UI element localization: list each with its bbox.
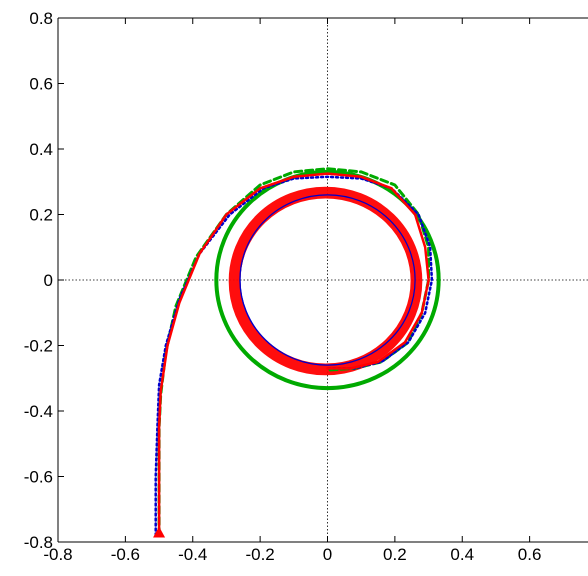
series-1-circle bbox=[214, 169, 441, 391]
y-tick-label: 0.4 bbox=[29, 140, 53, 159]
plot-area bbox=[58, 18, 588, 542]
y-tick-label: -0.4 bbox=[24, 402, 53, 421]
x-tick-label: 0.6 bbox=[518, 545, 542, 564]
y-tick-label: 0 bbox=[44, 271, 53, 290]
axes-layer bbox=[57, 17, 588, 543]
x-tick-label: -0.2 bbox=[245, 545, 274, 564]
series-0-circle-overlay bbox=[239, 194, 416, 366]
y-tick-label: -0.2 bbox=[24, 337, 53, 356]
tick-labels: -0.8 -0.6 -0.4 -0.2 0 0.2 0.4 0.6 0.8 0.6 0.4 0.2 0 -… bbox=[24, 9, 542, 564]
x-tick-label: 0.2 bbox=[383, 545, 407, 564]
series-4-line bbox=[154, 175, 434, 537]
start-marker bbox=[153, 526, 166, 538]
y-tick-label: -0.6 bbox=[24, 468, 53, 487]
x-tick-label: -0.8 bbox=[43, 545, 72, 564]
series-layer bbox=[153, 167, 441, 538]
series-2-ring bbox=[228, 186, 423, 376]
plot-background bbox=[58, 18, 588, 542]
x-tick-label: -0.4 bbox=[178, 545, 207, 564]
y-tick-label: 0.6 bbox=[29, 75, 53, 94]
y-tick-label: 0.8 bbox=[29, 9, 53, 28]
series-5-line bbox=[157, 172, 430, 537]
x-tick-label: 0 bbox=[323, 545, 332, 564]
y-tick-label: -0.8 bbox=[24, 533, 53, 552]
x-tick-label: 0.4 bbox=[450, 545, 474, 564]
x-tick-label: -0.6 bbox=[111, 545, 140, 564]
y-tick-label: 0.2 bbox=[29, 206, 53, 225]
